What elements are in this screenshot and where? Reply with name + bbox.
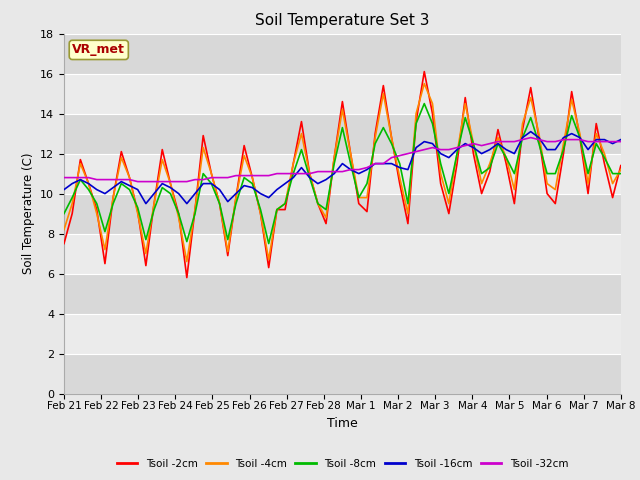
Title: Soil Temperature Set 3: Soil Temperature Set 3	[255, 13, 429, 28]
Bar	[64, 193, 621, 234]
Text: VR_met: VR_met	[72, 43, 125, 56]
Y-axis label: Soil Temperature (C): Soil Temperature (C)	[22, 153, 35, 275]
Bar	[64, 154, 621, 193]
Bar	[64, 73, 621, 114]
Legend: Tsoil -2cm, Tsoil -4cm, Tsoil -8cm, Tsoil -16cm, Tsoil -32cm: Tsoil -2cm, Tsoil -4cm, Tsoil -8cm, Tsoi…	[113, 455, 572, 473]
Bar	[64, 114, 621, 154]
Bar	[64, 234, 621, 274]
Bar	[64, 274, 621, 313]
Bar	[64, 34, 621, 73]
Bar	[64, 313, 621, 354]
X-axis label: Time: Time	[327, 417, 358, 430]
Bar	[64, 354, 621, 394]
